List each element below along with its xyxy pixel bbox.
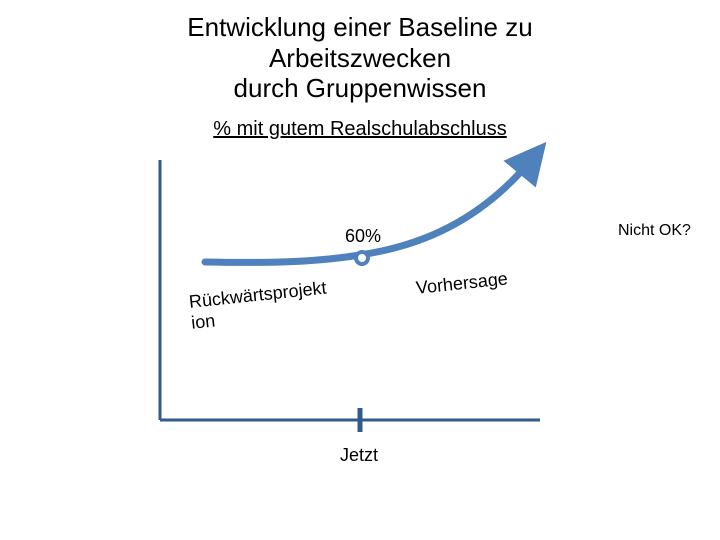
annotation-not-ok: Nicht OK? — [618, 222, 691, 240]
x-axis-now-label: Jetzt — [340, 445, 378, 466]
slide: Entwicklung einer Baseline zu Arbeitszwe… — [0, 0, 720, 540]
curve-backprojection — [205, 255, 360, 262]
data-point-marker-hole — [358, 254, 366, 262]
title-line-1: Entwicklung einer Baseline zu — [187, 12, 532, 42]
data-point-label: 60% — [345, 226, 381, 247]
back-projection-label-l2: ion — [190, 310, 216, 332]
slide-title: Entwicklung einer Baseline zu Arbeitszwe… — [0, 12, 720, 104]
curve-forecast — [360, 158, 533, 255]
title-line-2: Arbeitszwecken — [269, 43, 451, 73]
title-line-3: durch Gruppenwissen — [234, 73, 487, 103]
slide-subtitle: % mit gutem Realschulabschluss — [0, 118, 720, 141]
